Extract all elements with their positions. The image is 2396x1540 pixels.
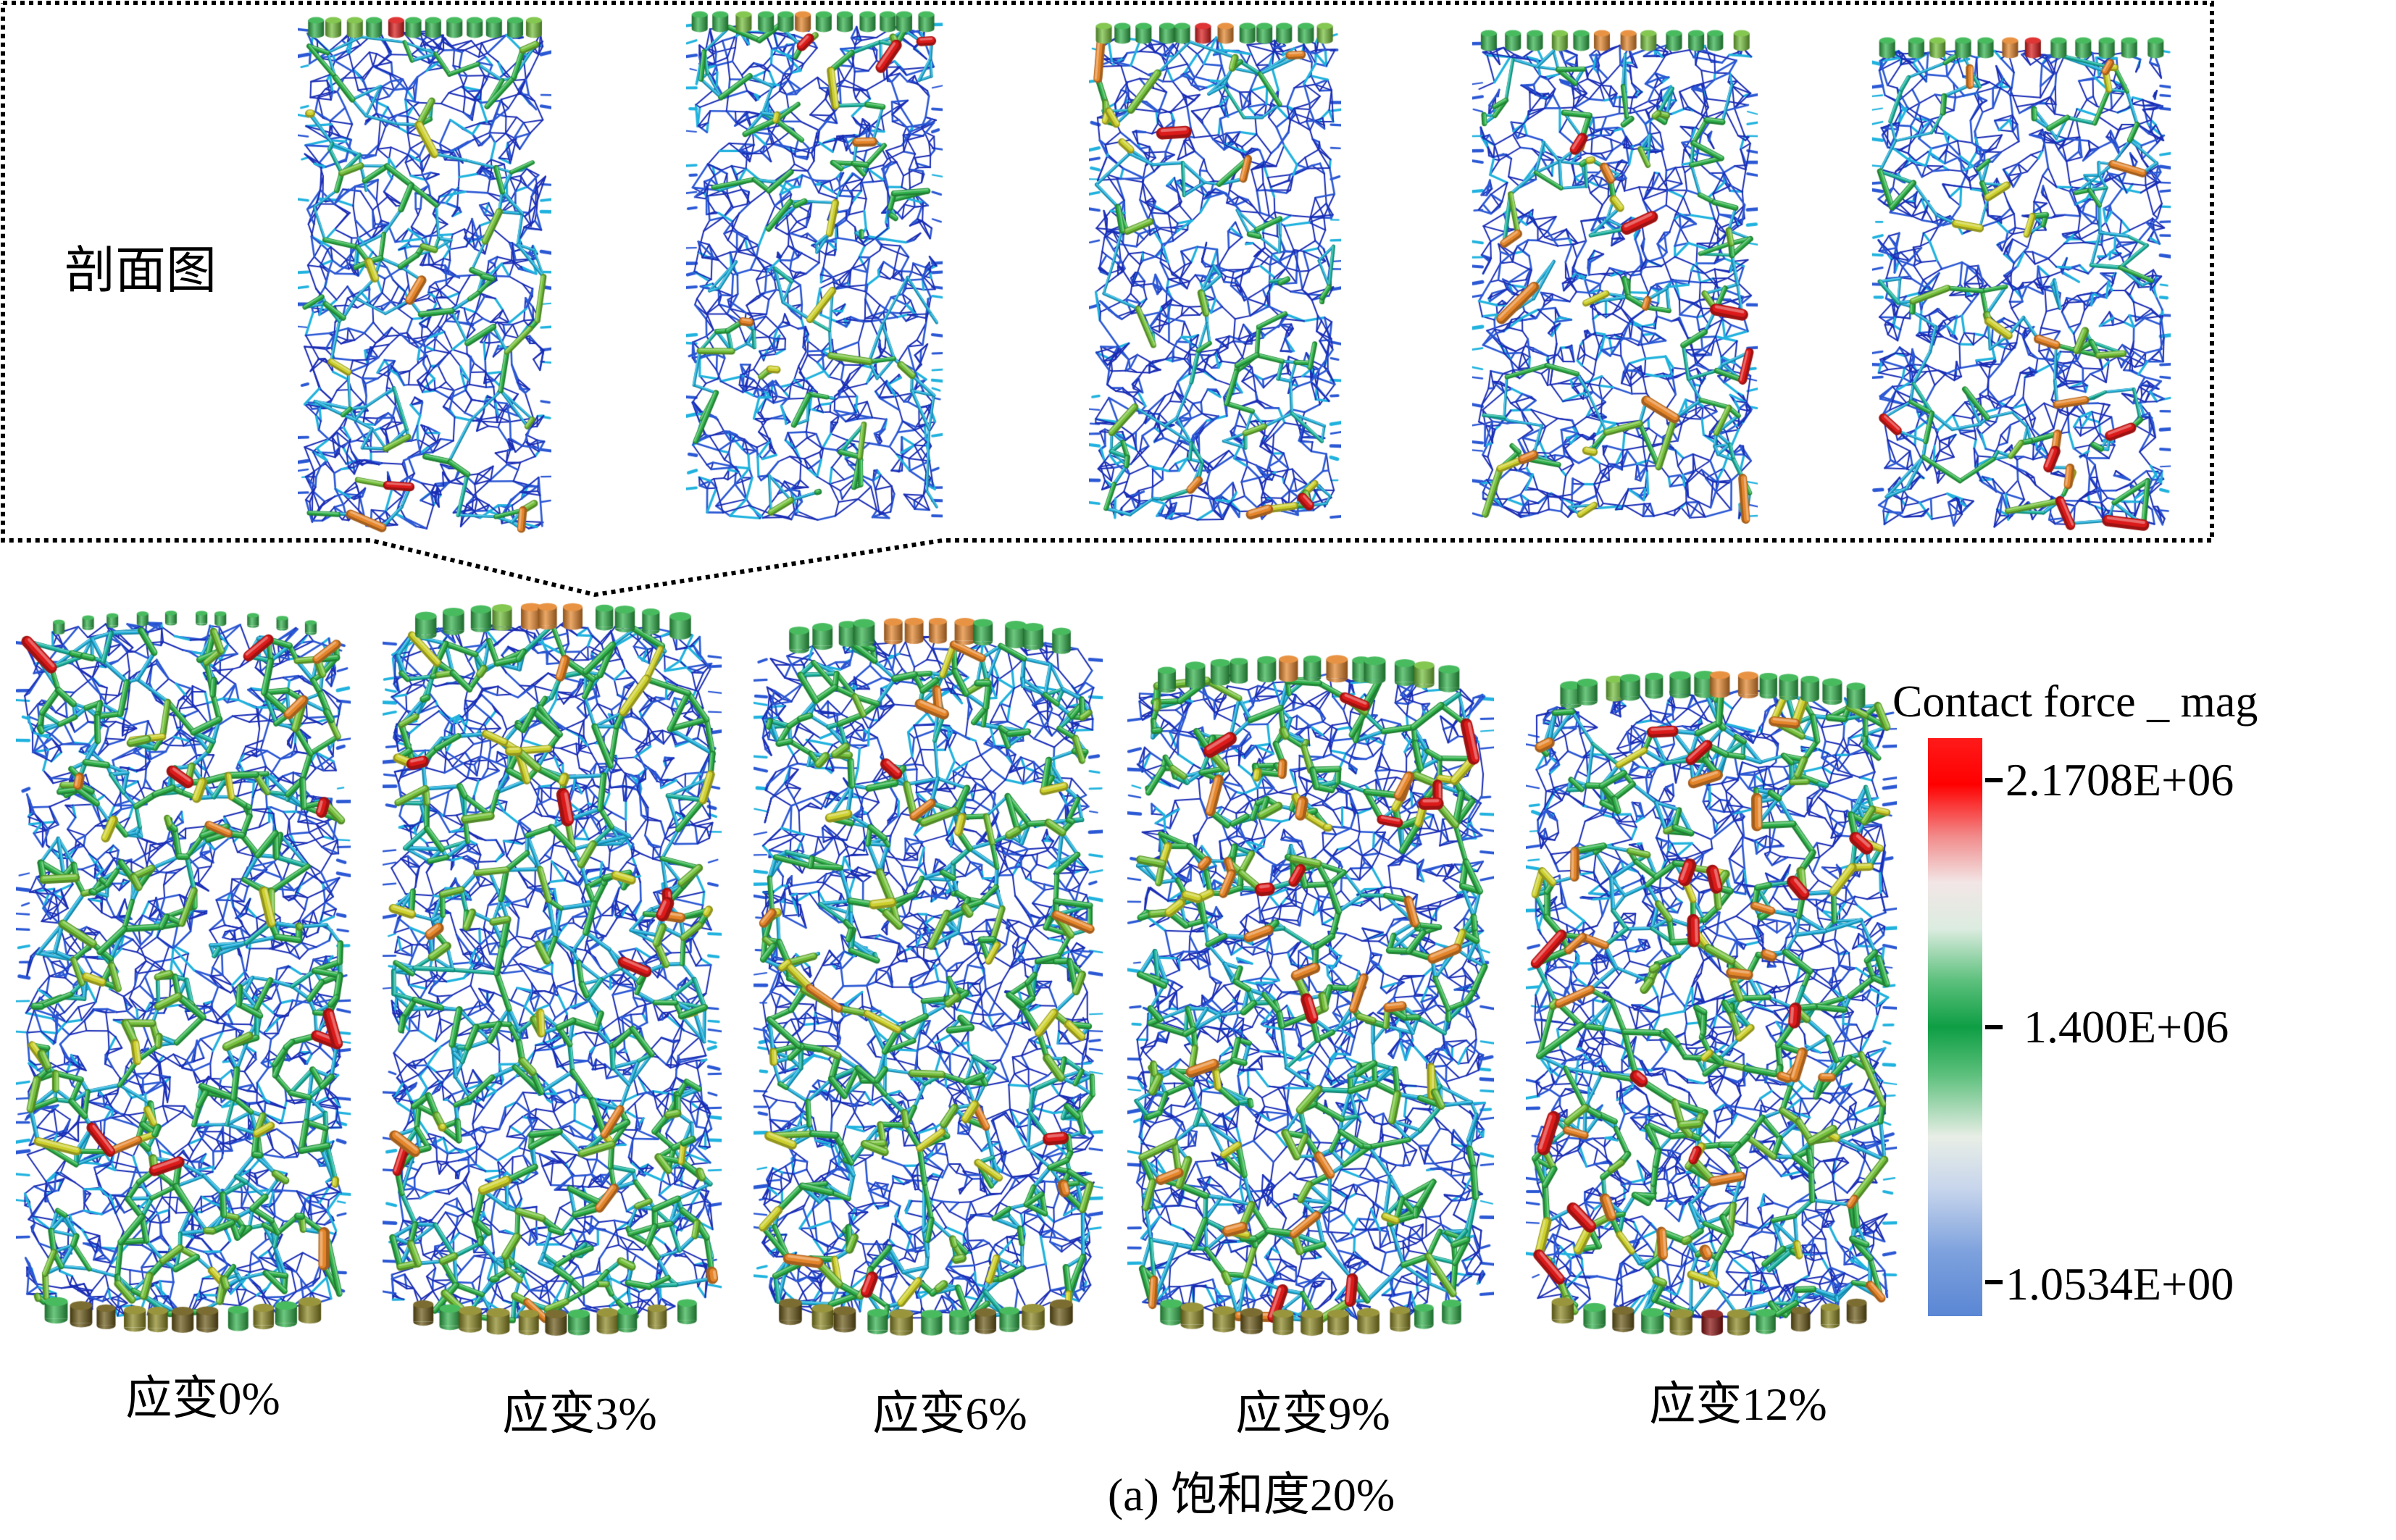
colorbar-tick-label-mid: 1.400E+06	[2024, 1001, 2229, 1053]
specimen-cylinder	[754, 613, 1103, 1347]
cross-section-view	[686, 9, 943, 527]
cross-section-view	[1872, 35, 2171, 535]
strain-label: 应变6%	[872, 1388, 1027, 1439]
strain-label: 应变0%	[125, 1373, 280, 1424]
dotted-callout-frame	[1, 1, 2214, 598]
specimen-cylinder	[16, 598, 351, 1344]
cross-section-view	[1089, 20, 1341, 527]
colorbar-title: Contact force _ mag	[1892, 677, 2258, 727]
specimen-cylinder	[383, 598, 722, 1347]
strain-label: 应变9%	[1235, 1388, 1390, 1439]
colorbar-tick-label-max: 2.1708E+06	[2005, 754, 2234, 805]
specimen-cylinder	[1526, 666, 1897, 1347]
cross-section-view	[1472, 28, 1758, 527]
specimen-cylinder	[1127, 650, 1494, 1347]
strain-label: 应变3%	[502, 1388, 657, 1439]
figure-caption: (a) 饱和度20%	[1107, 1469, 1395, 1520]
cross-section-view	[298, 14, 551, 536]
strain-label: 应变12%	[1649, 1378, 1827, 1430]
colorbar	[1928, 738, 1982, 1316]
section-view-label: 剖面图	[64, 242, 217, 298]
colorbar-tick-label-min: 1.0534E+00	[2005, 1258, 2234, 1310]
